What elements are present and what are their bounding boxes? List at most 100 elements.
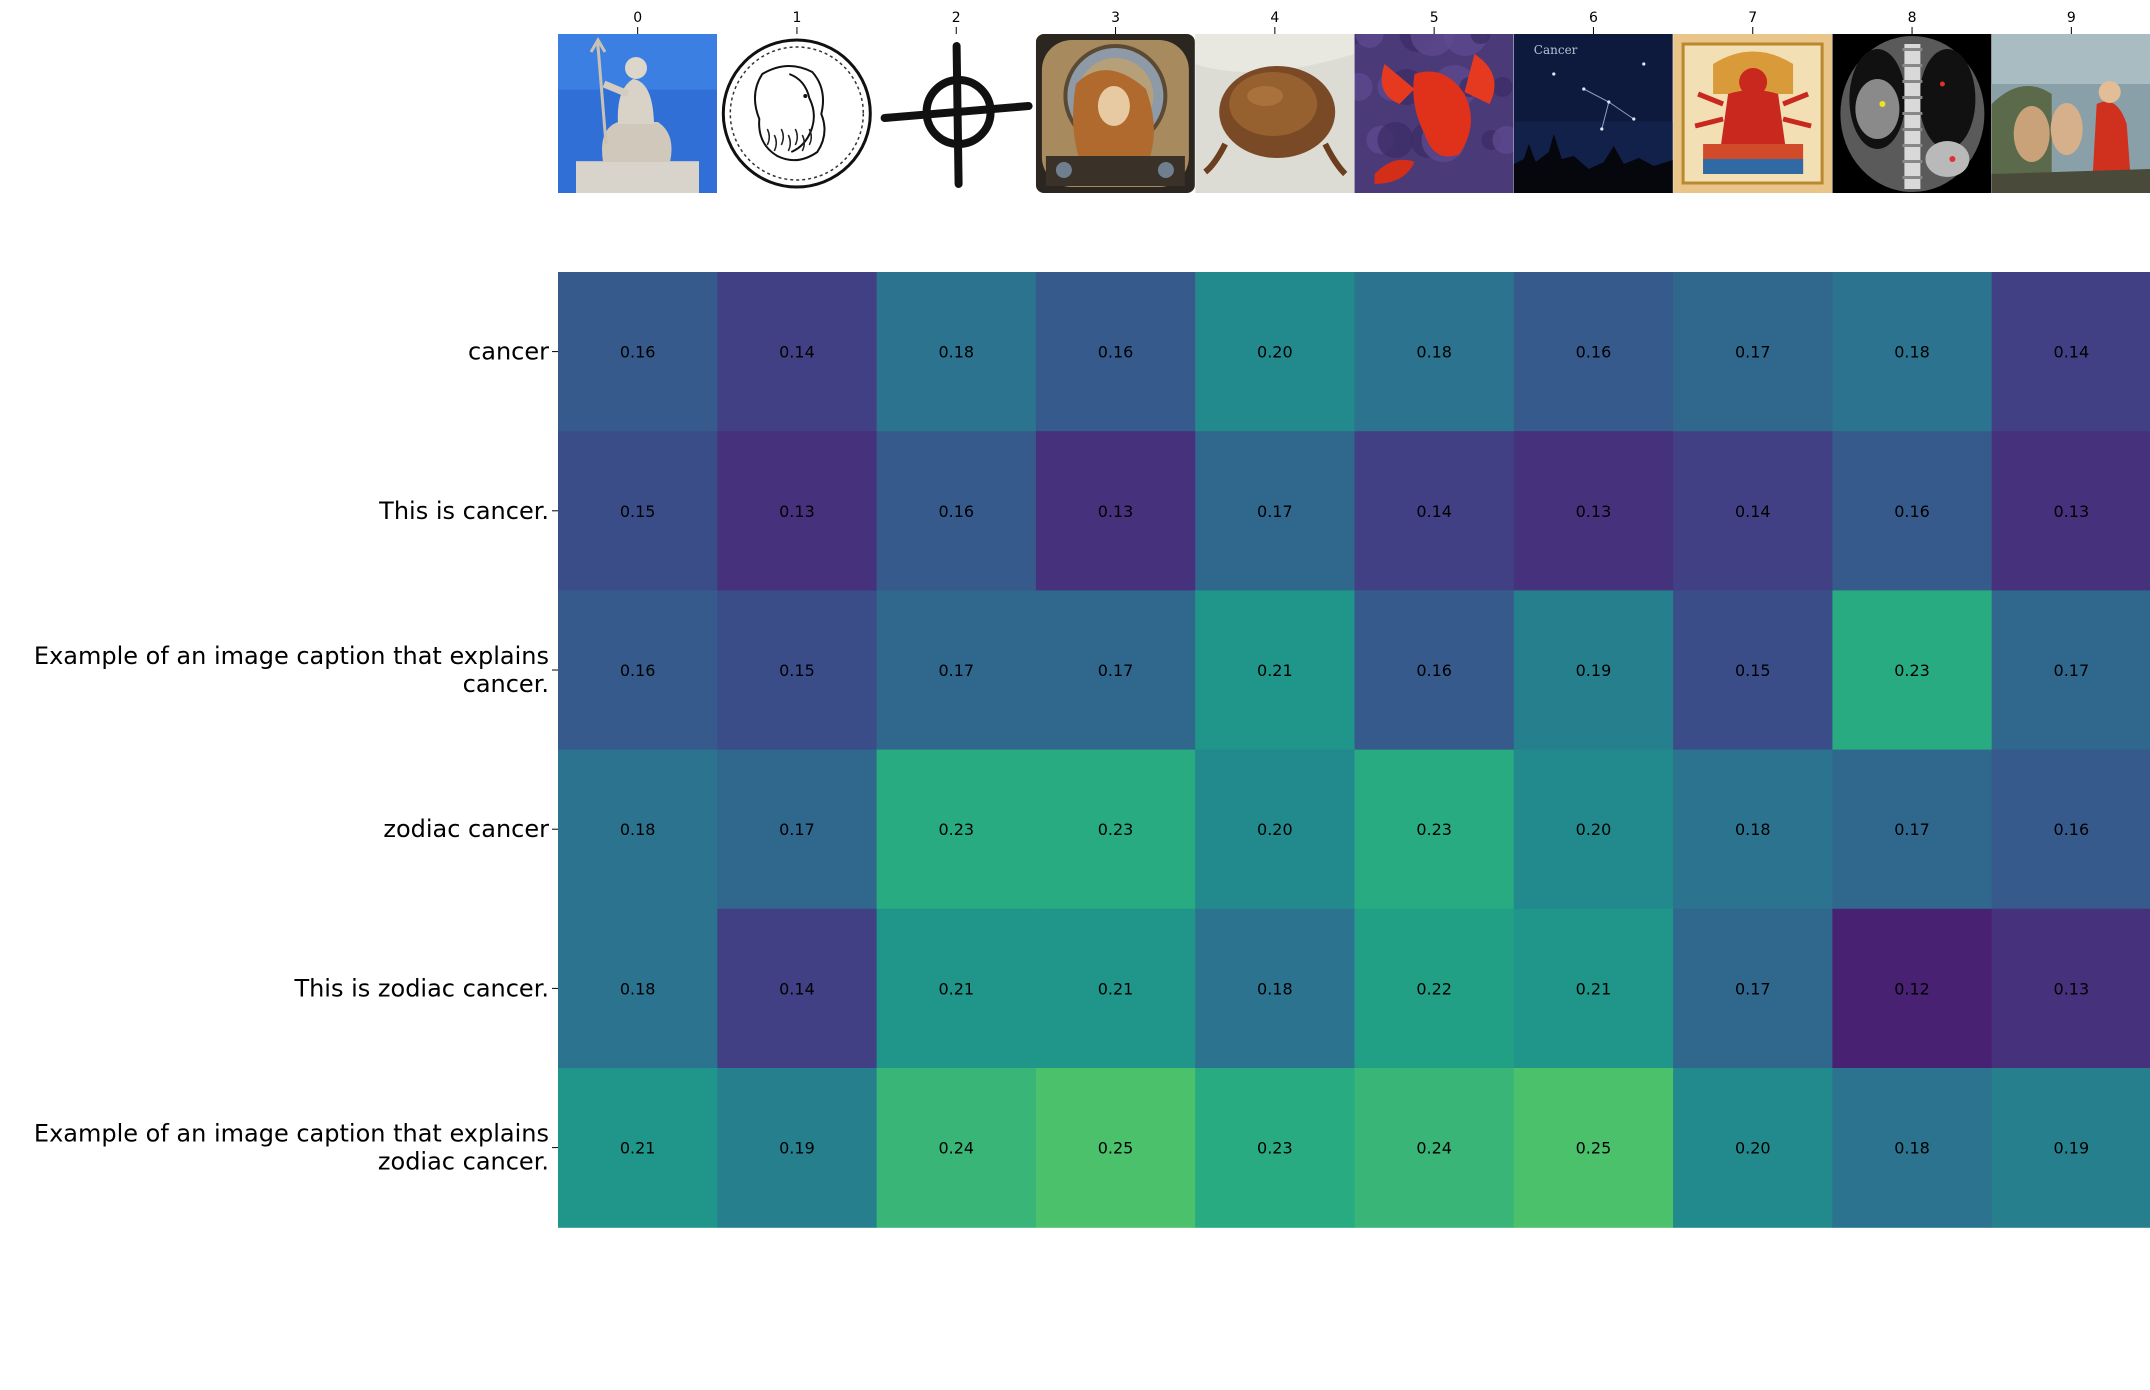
row-label-3: zodiac cancer <box>383 815 549 843</box>
cell-value-label-r0-c7: 0.17 <box>1735 343 1771 362</box>
heatmap-cell-r4-c6 <box>1513 908 1674 1069</box>
heatmap-cell-r0-c2 <box>876 272 1037 432</box>
column-image-strip: Cancer <box>558 34 2150 193</box>
cell-value-label-r4-c9: 0.13 <box>2054 979 2090 998</box>
heatmap-cell-r1-c3 <box>1035 431 1196 591</box>
cell-value-label-r4-c3: 0.21 <box>1098 979 1134 998</box>
column-tick-label-9: 9 <box>2067 10 2076 26</box>
column-tick-label-7: 7 <box>1748 10 1757 26</box>
cell-value-label-r0-c1: 0.14 <box>779 343 815 362</box>
cell-value-label-r2-c8: 0.23 <box>1894 661 1930 680</box>
heatmap-cell-r4-c0 <box>558 908 718 1069</box>
cell-value-label-r5-c2: 0.24 <box>938 1139 974 1158</box>
heatmap-cell-r2-c3 <box>1035 590 1196 751</box>
heatmap-cell-r4-c7 <box>1673 908 1833 1069</box>
heatmap-cell-r2-c2 <box>876 590 1037 751</box>
column-image-1 <box>717 34 877 193</box>
cell-value-label-r1-c4: 0.17 <box>1257 502 1293 521</box>
cell-value-label-r4-c2: 0.21 <box>938 979 974 998</box>
column-image-8 <box>1832 34 1992 193</box>
cell-value-label-r3-c5: 0.23 <box>1416 820 1452 839</box>
cell-value-label-r1-c8: 0.16 <box>1894 502 1930 521</box>
row-label-5-line-0: Example of an image caption that explain… <box>34 1120 549 1148</box>
heatmap-cell-r1-c9 <box>1991 431 2150 591</box>
cell-value-label-r1-c5: 0.14 <box>1416 502 1452 521</box>
column-image-3 <box>1035 34 1195 193</box>
cell-value-label-r3-c0: 0.18 <box>620 820 656 839</box>
column-tick-label-8: 8 <box>1908 10 1917 26</box>
cell-value-label-r1-c6: 0.13 <box>1576 502 1612 521</box>
cell-value-label-r3-c7: 0.18 <box>1735 820 1771 839</box>
heatmap-cell-r4-c4 <box>1195 908 1356 1069</box>
heatmap-cell-r3-c3 <box>1035 749 1196 910</box>
cell-value-label-r0-c2: 0.18 <box>938 343 974 362</box>
heatmap-cell-r1-c1 <box>717 431 878 591</box>
column-tick-label-3: 3 <box>1111 10 1120 26</box>
heatmap-cell-r3-c2 <box>876 749 1037 910</box>
column-image-7 <box>1673 34 1833 193</box>
heatmap-cell-r5-c0 <box>558 1068 718 1228</box>
cell-value-label-r0-c6: 0.16 <box>1576 343 1612 362</box>
cell-value-label-r1-c3: 0.13 <box>1098 502 1134 521</box>
heatmap-cell-r0-c4 <box>1195 272 1356 432</box>
cell-value-label-r1-c2: 0.16 <box>938 502 974 521</box>
heatmap-cell-r5-c6 <box>1513 1068 1674 1228</box>
cell-value-label-r2-c5: 0.16 <box>1416 661 1452 680</box>
cell-value-label-r3-c4: 0.20 <box>1257 820 1293 839</box>
cell-value-label-r5-c5: 0.24 <box>1416 1139 1452 1158</box>
column-tick-label-4: 4 <box>1270 10 1279 26</box>
column-tick-label-1: 1 <box>792 10 801 26</box>
row-label-2-line-1: cancer. <box>463 670 549 698</box>
cell-value-label-r2-c9: 0.17 <box>2054 661 2090 680</box>
cell-value-label-r2-c6: 0.19 <box>1576 661 1612 680</box>
cell-value-label-r1-c7: 0.14 <box>1735 502 1771 521</box>
row-label-0: cancer <box>468 338 549 366</box>
heatmap-cells: 0.16 0.14 0.18 0.16 0.20 0.18 0.16 0.17 0.18 0.14… <box>558 272 2150 1228</box>
cell-value-label-r0-c5: 0.18 <box>1416 343 1452 362</box>
cell-value-label-r2-c2: 0.17 <box>938 661 974 680</box>
heatmap-cell-r0-c5 <box>1354 272 1515 432</box>
heatmap-cell-r0-c0 <box>558 272 718 432</box>
heatmap-cell-r3-c0 <box>558 749 718 910</box>
heatmap-cell-r2-c9 <box>1991 590 2150 751</box>
cell-value-label-r3-c1: 0.17 <box>779 820 815 839</box>
column-tick-label-6: 6 <box>1589 10 1598 26</box>
cell-value-label-r3-c2: 0.23 <box>938 820 974 839</box>
heatmap-cell-r2-c6 <box>1513 590 1674 751</box>
heatmap-cell-r2-c8 <box>1832 590 1993 751</box>
cell-value-label-r0-c8: 0.18 <box>1894 343 1930 362</box>
heatmap-cell-r1-c4 <box>1195 431 1356 591</box>
cell-value-label-r5-c8: 0.18 <box>1894 1139 1930 1158</box>
cell-value-label-r4-c7: 0.17 <box>1735 979 1771 998</box>
cell-value-label-r5-c9: 0.19 <box>2054 1139 2090 1158</box>
heatmap-cell-r2-c7 <box>1673 590 1833 751</box>
row-label-4: This is zodiac cancer. <box>293 974 549 1002</box>
cell-value-label-r0-c9: 0.14 <box>2054 343 2090 362</box>
heatmap-cell-r0-c7 <box>1673 272 1833 432</box>
column-image-0 <box>558 34 717 193</box>
heatmap-cell-r3-c9 <box>1991 749 2150 910</box>
column-image-6: Cancer <box>1513 34 1673 193</box>
row-label-2-line-0: Example of an image caption that explain… <box>34 642 549 670</box>
cell-value-label-r5-c0: 0.21 <box>620 1139 656 1158</box>
cell-value-label-r5-c4: 0.23 <box>1257 1139 1293 1158</box>
cell-value-label-r3-c3: 0.23 <box>1098 820 1134 839</box>
heatmap-cell-r1-c6 <box>1513 431 1674 591</box>
heatmap-cell-r1-c2 <box>876 431 1037 591</box>
heatmap-cell-r0-c8 <box>1832 272 1993 432</box>
heatmap-cell-r4-c5 <box>1354 908 1515 1069</box>
cell-value-label-r3-c8: 0.17 <box>1894 820 1930 839</box>
heatmap-cell-r4-c9 <box>1991 908 2150 1069</box>
cell-value-label-r2-c4: 0.21 <box>1257 661 1293 680</box>
cell-value-label-r2-c7: 0.15 <box>1735 661 1771 680</box>
column-image-2 <box>876 34 1036 193</box>
heatmap-cell-r0-c9 <box>1991 272 2150 432</box>
cell-value-label-r0-c4: 0.20 <box>1257 343 1293 362</box>
heatmap-cell-r3-c5 <box>1354 749 1515 910</box>
heatmap-cell-r3-c4 <box>1195 749 1356 910</box>
cell-value-label-r2-c0: 0.16 <box>620 661 656 680</box>
heatmap-cell-r1-c0 <box>558 431 718 591</box>
cell-value-label-r2-c3: 0.17 <box>1098 661 1134 680</box>
cell-value-label-r4-c4: 0.18 <box>1257 979 1293 998</box>
